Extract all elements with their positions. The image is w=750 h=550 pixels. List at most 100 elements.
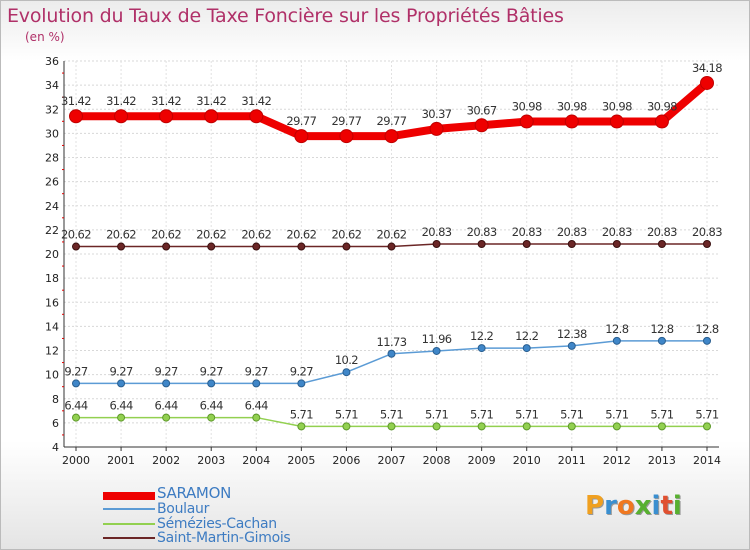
logo-letter: i (651, 491, 661, 521)
data-point (432, 239, 441, 248)
data-point (72, 379, 80, 388)
data-label: 31.42 (61, 94, 91, 108)
data-label: 20.62 (61, 228, 91, 242)
data-point (477, 344, 486, 353)
data-label: 34.18 (692, 61, 722, 75)
x-tick-label: 2001 (107, 454, 135, 467)
data-label: 29.77 (331, 114, 361, 128)
data-label: 20.62 (151, 228, 181, 242)
data-label: 9.27 (155, 364, 178, 378)
data-point (297, 379, 306, 388)
data-point (429, 121, 444, 136)
data-label: 31.42 (151, 94, 181, 108)
legend-label: Boulaur (157, 501, 210, 517)
x-tick-label: 2013 (648, 454, 676, 467)
data-label: 5.71 (425, 407, 448, 421)
y-tick-label: 14 (45, 320, 59, 333)
data-point (477, 239, 486, 248)
data-label: 6.44 (64, 399, 87, 413)
data-label: 5.71 (290, 407, 313, 421)
data-label: 5.71 (515, 407, 538, 421)
data-point (522, 422, 531, 431)
data-label: 20.83 (557, 225, 587, 239)
data-label: 6.44 (109, 399, 132, 413)
data-point (294, 129, 309, 144)
y-tick-label: 20 (45, 248, 59, 261)
data-point (204, 109, 219, 124)
data-label: 29.77 (377, 114, 407, 128)
x-tick-label: 2002 (152, 454, 180, 467)
data-point (162, 413, 171, 422)
logo-letter: t (660, 491, 673, 521)
data-label: 12.38 (557, 327, 587, 341)
logo-letter: i (672, 491, 682, 521)
data-point (252, 379, 261, 388)
data-point (72, 413, 80, 422)
data-point (612, 239, 621, 248)
data-point (567, 422, 576, 431)
data-label: 6.44 (245, 399, 268, 413)
data-point (432, 346, 441, 355)
data-point (657, 336, 666, 345)
data-point (252, 413, 261, 422)
x-tick-label: 2007 (378, 454, 406, 467)
legend-swatch (103, 537, 155, 539)
data-point (342, 368, 351, 377)
data-label: 12.8 (650, 322, 673, 336)
data-label: 12.8 (605, 322, 628, 336)
data-point (117, 413, 126, 422)
legend-label: Saint-Martin-Gimois (157, 530, 291, 546)
data-label: 10.2 (335, 353, 358, 367)
y-tick-label: 8 (52, 393, 59, 406)
data-label: 20.62 (331, 228, 361, 242)
y-tick-label: 28 (45, 152, 59, 165)
data-label: 6.44 (155, 399, 178, 413)
data-point (519, 114, 534, 129)
legend-swatch (103, 508, 155, 510)
data-point (384, 129, 399, 144)
legend-label: Sémézies-Cachan (157, 516, 277, 532)
data-label: 9.27 (109, 364, 132, 378)
data-label: 20.62 (241, 228, 271, 242)
data-point (342, 242, 351, 251)
logo-letter: x (634, 491, 652, 521)
data-label: 5.71 (380, 407, 403, 421)
data-label: 5.71 (335, 407, 358, 421)
y-tick-label: 34 (45, 79, 59, 92)
data-label: 30.37 (422, 107, 452, 121)
unit-label: (en %) (25, 30, 65, 44)
data-label: 20.83 (512, 225, 542, 239)
data-point (387, 242, 396, 251)
legend-label: SARAMON (157, 484, 232, 502)
data-label: 30.98 (512, 100, 542, 114)
data-label: 29.77 (286, 114, 316, 128)
x-tick-label: 2010 (513, 454, 541, 467)
y-tick-label: 26 (45, 176, 59, 189)
data-label: 31.42 (106, 94, 136, 108)
data-point (162, 379, 171, 388)
x-tick-label: 2012 (603, 454, 631, 467)
y-tick-label: 16 (45, 296, 59, 309)
data-point (522, 344, 531, 353)
x-tick-label: 2011 (558, 454, 586, 467)
data-label: 20.83 (692, 225, 722, 239)
data-point (387, 422, 396, 431)
data-label: 5.71 (605, 407, 628, 421)
data-point (387, 349, 396, 358)
data-label: 20.83 (602, 225, 632, 239)
data-point (207, 379, 216, 388)
proxiti-logo: Proxiti (585, 491, 682, 521)
data-label: 5.71 (470, 407, 493, 421)
x-tick-label: 2000 (62, 454, 90, 467)
data-point (703, 336, 711, 345)
data-point (522, 239, 531, 248)
data-label: 5.71 (650, 407, 673, 421)
y-tick-label: 4 (52, 441, 59, 454)
y-tick-label: 32 (45, 103, 59, 116)
data-label: 12.2 (515, 329, 538, 343)
data-point (69, 109, 83, 124)
data-point (297, 242, 306, 251)
data-point (117, 379, 126, 388)
